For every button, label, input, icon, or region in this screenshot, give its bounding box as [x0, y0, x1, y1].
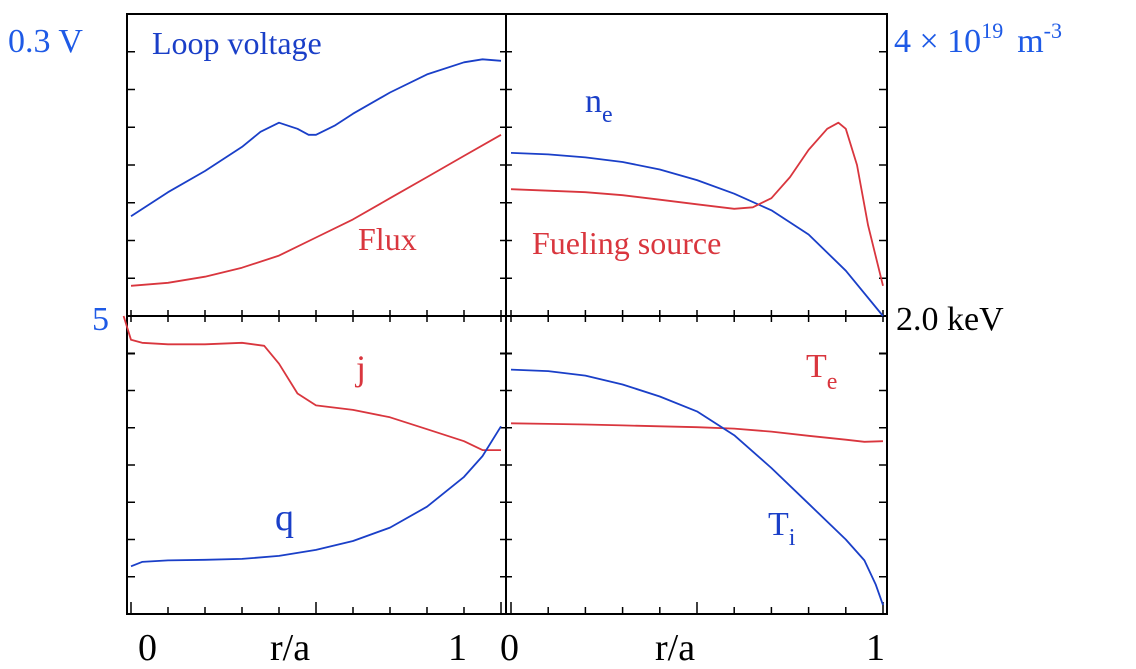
series-line-loop-voltage	[130, 58, 502, 218]
x-tick-right-1: 1	[866, 627, 885, 669]
series-lines	[122, 58, 884, 606]
series-line-ti	[510, 368, 884, 606]
series-label-flux: Flux	[358, 221, 417, 257]
series-label-loop-voltage: Loop voltage	[152, 25, 322, 61]
q-scale-label: 5	[92, 301, 109, 338]
series-label-te: Te	[806, 348, 837, 395]
series-label-ne: ne	[585, 83, 613, 128]
series-label-fueling-source: Fueling source	[532, 225, 721, 261]
x-axis-label-right: r/a	[655, 627, 695, 669]
loop-voltage-scale-label: 0.3 V	[8, 23, 83, 60]
x-tick-left-1: 1	[448, 627, 467, 669]
series-label-j: j	[354, 348, 366, 388]
series-line-fueling-source	[510, 121, 884, 287]
series-label-ti: Ti	[768, 506, 796, 551]
series-line-j	[122, 315, 501, 452]
axis-ticks	[127, 51, 887, 615]
x-tick-right-0: 0	[500, 627, 519, 669]
density-scale-label: 4 × 1019 m-3	[894, 18, 1062, 60]
series-line-q	[130, 425, 502, 568]
temperature-scale-label: 2.0 keV	[896, 301, 1004, 338]
series-label-q: q	[275, 497, 294, 539]
series-line-te	[510, 422, 884, 443]
series-line-flux	[130, 134, 502, 287]
series-line-ne	[510, 152, 884, 317]
x-tick-left-0: 0	[138, 627, 157, 669]
x-axis-label-left: r/a	[270, 627, 310, 669]
